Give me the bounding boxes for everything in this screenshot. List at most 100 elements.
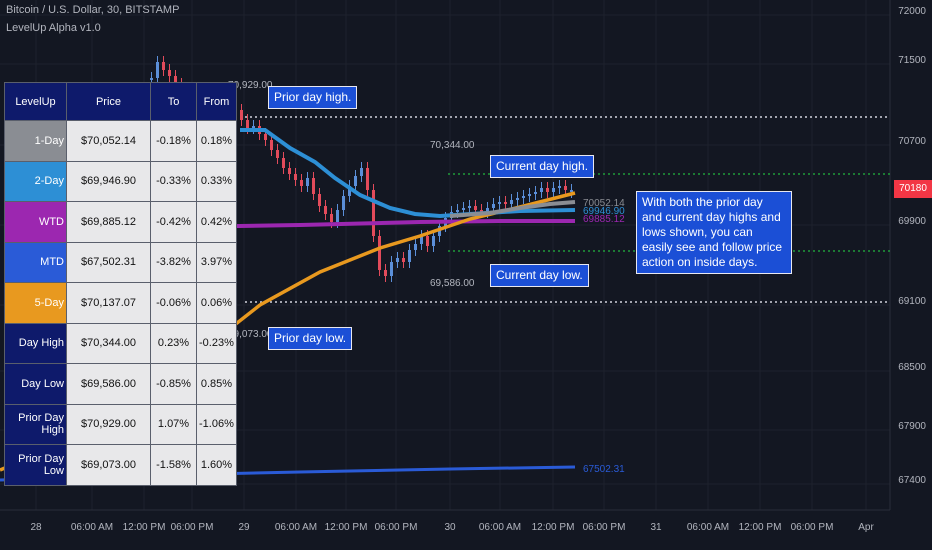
candle-body [288, 168, 291, 174]
table-row: MTD $67,502.31 -3.82% 3.97% [4, 241, 237, 283]
row-to: -0.18% [150, 120, 197, 162]
x-tick: 12:00 PM [738, 522, 782, 533]
x-tick: 12:00 PM [531, 522, 575, 533]
candle-body [270, 140, 273, 150]
row-name: Prior Day Low [4, 444, 67, 486]
prior-low-value-label: 69,073.00 [228, 329, 273, 340]
current-high-value-label: 70,344.00 [430, 140, 475, 151]
row-to: -3.82% [150, 241, 197, 283]
candle-body [414, 244, 417, 250]
candle-body [348, 186, 351, 196]
row-from: -0.23% [196, 322, 237, 364]
wtd-line-label: 69885.12 [583, 214, 625, 225]
x-tick: 06:00 AM [70, 522, 114, 533]
candle-body [402, 258, 405, 262]
row-name: Day High [4, 322, 67, 364]
y-tick: 68500 [898, 362, 926, 373]
candle-body [492, 204, 495, 208]
candle-body [408, 250, 411, 262]
current-day-high-callout: Current day high. [490, 155, 595, 178]
table-row: 5-Day $70,137.07 -0.06% 0.06% [4, 282, 237, 324]
x-tick: 06:00 PM [170, 522, 214, 533]
y-tick: 70700 [898, 136, 926, 147]
candle-body [312, 178, 315, 194]
table-header-to: To [150, 82, 197, 121]
candle-body [456, 210, 459, 212]
row-name: 5-Day [4, 282, 67, 324]
two-day-line-label: 69946.90 [583, 206, 625, 217]
x-tick: 06:00 PM [790, 522, 834, 533]
x-tick: 29 [238, 522, 250, 533]
row-to: -0.06% [150, 282, 197, 324]
candle-body [318, 194, 321, 206]
current-day-low-callout: Current day low. [490, 264, 589, 287]
candle-body [282, 158, 285, 168]
x-tick: 30 [444, 522, 456, 533]
candle-body [420, 236, 423, 244]
table-row: 1-Day $70,052.14 -0.18% 0.18% [4, 120, 237, 162]
y-tick: 67400 [898, 475, 926, 486]
prior-day-low-callout: Prior day low. [268, 327, 353, 350]
candle-body [384, 270, 387, 276]
candle-body [522, 196, 525, 198]
candle-body [252, 126, 255, 128]
row-name: WTD [4, 201, 67, 243]
row-from: 0.85% [196, 363, 237, 405]
candle-body [564, 186, 567, 190]
candle-body [360, 168, 363, 176]
candle-body [372, 190, 375, 236]
candle-body [324, 206, 327, 214]
row-price: $70,344.00 [66, 322, 151, 364]
table-header-price: Price [66, 82, 151, 121]
one-day-line-label: 70052.14 [583, 198, 625, 209]
x-tick: Apr [858, 522, 874, 533]
row-to: -0.33% [150, 160, 197, 202]
candle-body [426, 236, 429, 246]
indicator-name: LevelUp Alpha v1.0 [6, 22, 101, 34]
row-name: Day Low [4, 363, 67, 405]
current-low-value-label: 69,586.00 [430, 278, 475, 289]
wtd-line [179, 219, 575, 229]
row-price: $70,137.07 [66, 282, 151, 324]
y-tick: 69900 [898, 216, 926, 227]
table-row: Prior Day High $70,929.00 1.07% -1.06% [4, 403, 237, 445]
row-price: $70,052.14 [66, 120, 151, 162]
candle-body [378, 236, 381, 270]
row-to: 1.07% [150, 403, 197, 445]
last-price-tag: 70180 [894, 180, 932, 198]
candle-body [528, 194, 531, 196]
table-header-levelup: LevelUp [4, 82, 67, 121]
candle-body [558, 186, 561, 188]
row-from: 1.60% [196, 444, 237, 486]
row-to: 0.23% [150, 322, 197, 364]
candle-body [498, 202, 501, 204]
candle-body [150, 78, 153, 80]
candle-body [480, 210, 483, 212]
candle-body [342, 196, 345, 210]
row-from: -1.06% [196, 403, 237, 445]
one-day-line [449, 200, 576, 218]
candle-body [366, 168, 369, 190]
x-tick: 06:00 AM [686, 522, 730, 533]
x-tick: 06:00 PM [582, 522, 626, 533]
candle-body [264, 134, 267, 140]
table-row: Day High $70,344.00 0.23% -0.23% [4, 322, 237, 364]
row-from: 0.42% [196, 201, 237, 243]
row-price: $69,586.00 [66, 363, 151, 405]
candle-body [306, 178, 309, 186]
table-row: Prior Day Low $69,073.00 -1.58% 1.60% [4, 444, 237, 486]
candle-body [540, 188, 543, 192]
inside-days-note: With both the prior day and current day … [636, 191, 792, 274]
candle-body [396, 258, 399, 262]
row-price: $69,885.12 [66, 201, 151, 243]
table-row: 2-Day $69,946.90 -0.33% 0.33% [4, 160, 237, 202]
x-tick: 06:00 AM [274, 522, 318, 533]
y-tick: 72000 [898, 6, 926, 17]
candle-body [534, 192, 537, 194]
symbol-title: Bitcoin / U.S. Dollar, 30, BITSTAMP [6, 4, 180, 16]
row-from: 0.18% [196, 120, 237, 162]
row-to: -0.85% [150, 363, 197, 405]
row-from: 0.33% [196, 160, 237, 202]
y-tick: 71500 [898, 55, 926, 66]
candle-body [546, 188, 549, 192]
